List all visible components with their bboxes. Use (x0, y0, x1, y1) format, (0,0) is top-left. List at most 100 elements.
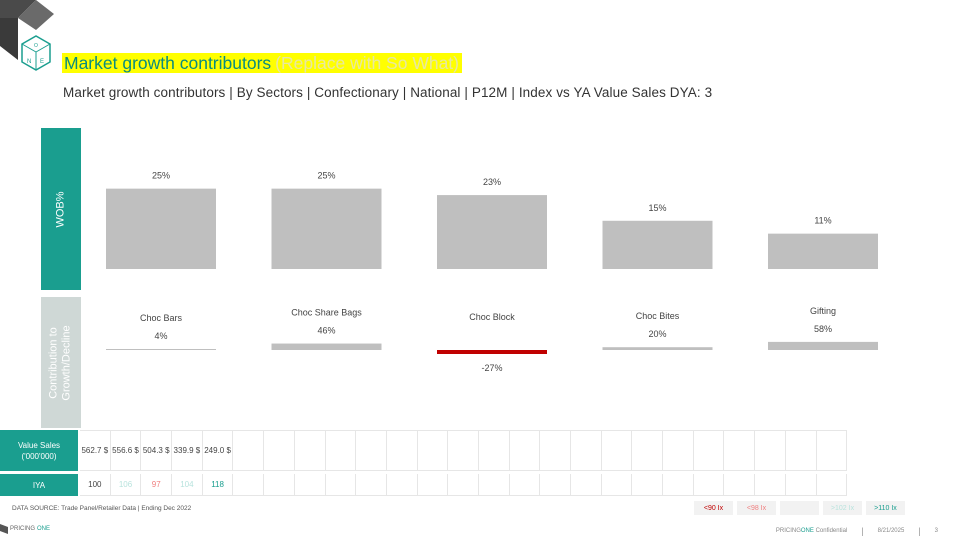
value-sales-cell (663, 431, 694, 470)
iya-cell (724, 474, 756, 495)
value-sales-cell: 339.9 $ (172, 431, 203, 470)
legend-item: <98 Ix (737, 501, 776, 515)
value-sales-header: Value Sales ('000'000) (0, 430, 78, 471)
logo-letter-e: E (40, 59, 44, 65)
category-label: Choc Bites (636, 311, 680, 321)
iya-cell: 100 (80, 474, 111, 495)
title-so-what: (Replace with So What) (273, 53, 462, 73)
iya-cell (418, 474, 449, 495)
iya-cell (295, 474, 326, 495)
wob-value-label: 23% (483, 177, 501, 187)
footer-brand-a: PRICING (10, 526, 36, 532)
legend-item: >102 Ix (823, 501, 862, 515)
iya-cell: 97 (141, 474, 173, 495)
contribution-bar (271, 343, 382, 350)
footer-date: 8/21/2025 (877, 528, 905, 534)
iya-cell (233, 474, 265, 495)
footer-conf-text: Confidential (815, 528, 848, 534)
iya-cell: 118 (203, 474, 234, 495)
iya-cell (786, 474, 817, 495)
value-sales-cell (817, 431, 848, 470)
value-sales-cell (602, 431, 633, 470)
value-sales-cell: 249.0 $ (203, 431, 234, 470)
wob-bar (602, 220, 713, 269)
category-label: Choc Block (469, 312, 515, 322)
page-subtitle: Market growth contributors | By Sectors … (63, 85, 713, 100)
title-main: Market growth contributors (62, 53, 274, 73)
contribution-value-label: 58% (814, 324, 832, 334)
value-sales-cell (724, 431, 756, 470)
iya-cell: 106 (111, 474, 142, 495)
value-sales-cell (632, 431, 664, 470)
value-sales-cell (418, 431, 449, 470)
iya-cell (632, 474, 664, 495)
contribution-bar (437, 350, 547, 354)
wob-value-label: 25% (317, 171, 335, 181)
value-sales-cell (479, 431, 510, 470)
iya-row: 100 106 97 104 118 (80, 474, 848, 496)
iya-cell (326, 474, 357, 495)
iya-cell (571, 474, 602, 495)
iya-header: IYA (0, 474, 78, 496)
value-sales-cell (540, 431, 571, 470)
value-sales-cell (571, 431, 602, 470)
value-sales-cell (510, 431, 541, 470)
value-sales-row: 562.7 $556.6 $504.3 $339.9 $249.0 $ (80, 430, 848, 471)
value-sales-cell (264, 431, 295, 470)
contribution-value-label: 4% (154, 331, 167, 341)
wob-bar (271, 188, 382, 269)
value-sales-cell (448, 431, 479, 470)
footer-brand: PRICING ONE (0, 524, 50, 534)
value-sales-cell (233, 431, 265, 470)
wob-value-label: 11% (814, 216, 831, 226)
footer-logo-icon (0, 524, 8, 534)
contribution-value-label: 46% (317, 326, 335, 336)
iya-cell (510, 474, 541, 495)
iya-cell (479, 474, 510, 495)
value-sales-cell (326, 431, 357, 470)
value-sales-cell: 504.3 $ (141, 431, 173, 470)
iya-cell (663, 474, 694, 495)
wob-bar (437, 195, 547, 269)
footer-page-number: 3 (934, 528, 938, 534)
value-sales-cell (786, 431, 817, 470)
wob-side-label: WOB% (41, 128, 81, 290)
footer-conf-brand-b: ONE (800, 528, 814, 534)
footer-conf-brand-a: PRICING (775, 528, 801, 534)
legend-item: >110 Ix (866, 501, 905, 515)
iya-cell: 104 (172, 474, 203, 495)
index-legend: <90 Ix <98 Ix >102 Ix >110 Ix (694, 501, 905, 515)
footer-confidential: PRICINGONE Confidential (776, 528, 847, 534)
iya-cell (694, 474, 725, 495)
logo-letter-n: N (27, 59, 31, 65)
category-label: Choc Bars (140, 313, 183, 323)
footer-meta: PRICINGONE Confidential | 8/21/2025 | 3 (776, 526, 938, 536)
iya-cell (448, 474, 479, 495)
iya-cell (387, 474, 418, 495)
value-sales-cell (356, 431, 387, 470)
contribution-side-label: Contribution to Growth/Decline (41, 297, 81, 428)
value-sales-cell: 562.7 $ (80, 431, 111, 470)
legend-item: <90 Ix (694, 501, 733, 515)
iya-cell (356, 474, 387, 495)
value-sales-cell (694, 431, 725, 470)
page-title: Market growth contributors (Replace with … (62, 51, 462, 76)
category-label: Gifting (810, 306, 836, 316)
logo-letter-o: O (34, 43, 38, 49)
value-sales-cell: 556.6 $ (111, 431, 142, 470)
contribution-bar (768, 341, 878, 350)
contribution-value-label: -27% (481, 363, 502, 373)
value-sales-cell (755, 431, 786, 470)
iya-cell (817, 474, 848, 495)
data-source: DATA SOURCE: Trade Panel/Retailer Data |… (12, 505, 192, 512)
contribution-value-label: 20% (648, 329, 666, 339)
footer-separator: | (918, 526, 921, 536)
value-sales-cell (387, 431, 418, 470)
legend-item (780, 501, 819, 515)
iya-cell (602, 474, 633, 495)
wob-bar (106, 188, 216, 269)
brand-logo: N E O (0, 0, 54, 71)
value-sales-cell (295, 431, 326, 470)
iya-cell (264, 474, 295, 495)
